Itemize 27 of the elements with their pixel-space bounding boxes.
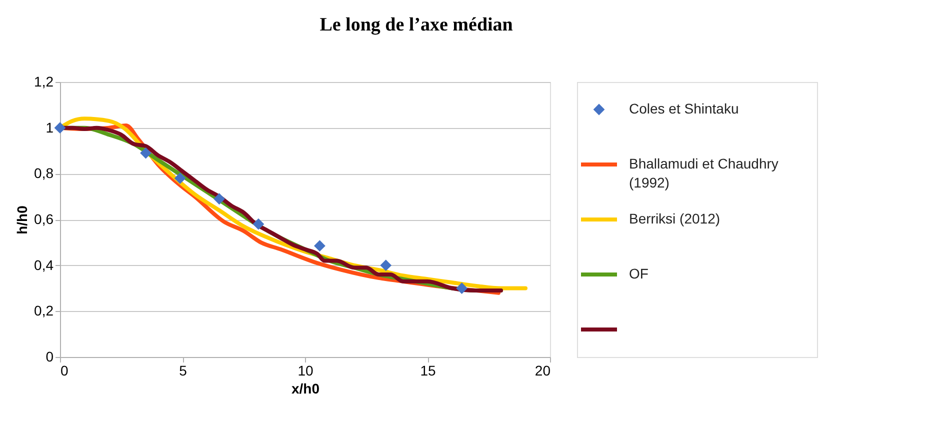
- x-tick-label: 5: [179, 362, 188, 378]
- point: [456, 282, 468, 294]
- y-axis-title: h/h0: [14, 205, 30, 234]
- legend-label: Berriksi (2012): [629, 210, 720, 226]
- x-tick-label: 15: [420, 362, 436, 378]
- point: [140, 147, 152, 159]
- point: [174, 172, 186, 184]
- chart-title: Le long de l’axe médian: [320, 14, 514, 36]
- point: [380, 260, 392, 272]
- y-tick-label: 1: [46, 119, 54, 136]
- x-axis-title: x/h0: [291, 380, 320, 396]
- legend-label: Coles et Shintaku: [629, 100, 739, 116]
- legend-label: OF: [629, 266, 648, 282]
- point: [252, 218, 264, 230]
- y-tick-label: 0,2: [34, 302, 54, 319]
- point: [314, 240, 326, 252]
- y-tick-label: 0,8: [34, 165, 54, 182]
- point: [214, 193, 225, 205]
- y-tick-label: 0: [46, 348, 54, 364]
- point: [54, 122, 66, 134]
- x-tick-label: 20: [534, 362, 551, 378]
- x-tick-label: 10: [298, 362, 314, 378]
- y-tick-label: 0,6: [34, 211, 54, 227]
- y-tick-label: 1,2: [34, 74, 54, 90]
- y-tick-label: 0,4: [34, 256, 54, 273]
- legend-label: Bhallamudi et Chaudhry (1992): [629, 156, 778, 190]
- x-tick-label: 0: [60, 362, 68, 378]
